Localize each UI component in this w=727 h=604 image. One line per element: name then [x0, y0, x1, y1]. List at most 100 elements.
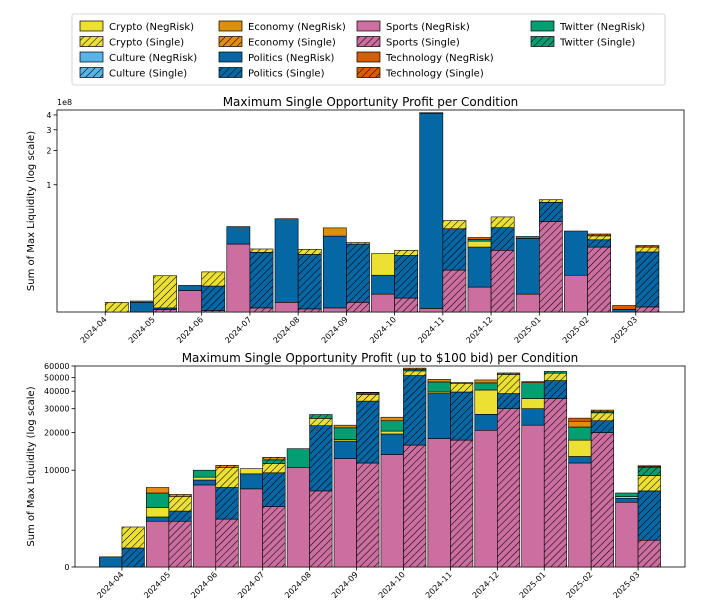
bar-crypto-single-2024-08-hatch	[298, 249, 322, 255]
bar-politics-negrisk-2024-09	[322, 235, 347, 309]
bar-twitter-single-2025-02-hatch	[591, 411, 614, 413]
bar-sports-negrisk-2024-06	[192, 484, 217, 568]
bar-politics-single-2024-04-hatch	[121, 548, 145, 567]
bar-sports-single-2025-02-hatch	[591, 432, 614, 567]
bar-technology-negrisk-2024-12	[467, 237, 492, 240]
bar-politics-negrisk-2024-07	[239, 473, 263, 490]
legend-label-politics-single: Politics (Single)	[248, 69, 325, 80]
x-tick-label-2024-05: 2024-05	[142, 570, 172, 600]
bar-sports-negrisk-2025-02	[568, 462, 592, 568]
bar-crypto-negrisk-2025-01	[521, 398, 545, 409]
x-tick-label-2024-04: 2024-04	[95, 570, 125, 600]
x-tick-label-2024-07: 2024-07	[236, 570, 266, 600]
legend-hatch-politics-single	[219, 67, 242, 78]
bar-sports-single-2024-08-hatch	[309, 490, 333, 567]
bar-twitter-single-2025-01-hatch	[544, 371, 567, 374]
legend-label-technology-negrisk: Technology (NegRisk)	[385, 53, 494, 64]
bar-sports-negrisk-2024-09	[333, 458, 357, 568]
bar-sports-negrisk-2024-07	[226, 243, 251, 313]
y-tick-label: 4	[46, 111, 51, 120]
bar-crypto-single-2024-12-hatch	[491, 216, 515, 228]
legend-swatch-politics-negrisk	[218, 51, 243, 63]
bar-technology-single-2025-03-hatch	[638, 465, 661, 467]
bar-twitter-negrisk-2024-09	[333, 427, 357, 440]
bar-politics-negrisk-2025-02	[564, 230, 588, 276]
bar-politics-single-2024-08-hatch	[309, 425, 333, 491]
chart-title: Maximum Single Opportunity Profit (up to…	[182, 351, 579, 365]
x-tick-label-2024-12: 2024-12	[464, 315, 494, 345]
bar-politics-negrisk-2024-10	[380, 433, 404, 455]
legend-label-economy-negrisk: Economy (NegRisk)	[248, 22, 346, 33]
bar-politics-single-2024-10-hatch	[403, 375, 426, 446]
bar-sports-negrisk-2024-12	[467, 286, 492, 313]
bar-crypto-single-2025-01-hatch	[544, 373, 567, 381]
legend-label-crypto-single: Crypto (Single)	[109, 38, 184, 49]
bar-crypto-single-2024-04-hatch	[105, 302, 129, 312]
chart-bottom: Maximum Single Opportunity Profit (up to…	[26, 351, 686, 600]
bar-economy-negrisk-2024-11	[427, 379, 451, 383]
bar-economy-negrisk-2025-02	[568, 420, 592, 428]
bar-politics-negrisk-2024-08	[274, 218, 299, 303]
bar-twitter-single-2024-09-hatch	[356, 392, 380, 395]
x-tick-label-2024-10: 2024-10	[377, 570, 407, 600]
bar-sports-negrisk-2024-11	[427, 438, 451, 568]
bar-twitter-negrisk-2024-11	[427, 381, 451, 393]
bar-politics-negrisk-2025-03	[612, 309, 637, 313]
legend-swatch-crypto-negrisk	[79, 20, 104, 32]
bar-politics-single-2024-11-hatch	[442, 228, 466, 271]
bar-politics-negrisk-2025-01	[521, 408, 545, 426]
y-axis-label: Sum of Max Liquidity (log scale)	[26, 131, 37, 291]
bar-twitter-single-2025-03-hatch	[638, 467, 661, 476]
bar-sports-single-2025-01-hatch	[539, 221, 563, 312]
bar-sports-negrisk-2025-01	[515, 293, 540, 313]
y-axis-label: Sum of Max Liquidity (log scale)	[26, 386, 37, 546]
legend-swatch-culture-negrisk	[79, 51, 104, 63]
bar-technology-single-2025-03-hatch	[635, 245, 659, 248]
legend-label-economy-single: Economy (Single)	[248, 38, 336, 49]
legend-label-sports-negrisk: Sports (NegRisk)	[386, 22, 470, 33]
bar-sports-negrisk-2024-08	[286, 467, 310, 568]
bar-crypto-single-2024-06-hatch	[215, 467, 239, 488]
legend-hatch-technology-single	[357, 67, 380, 78]
x-tick-label-2024-12: 2024-12	[471, 570, 501, 600]
bar-sports-negrisk-2024-07	[239, 488, 263, 568]
bar-sports-single-2024-12-hatch	[491, 250, 515, 312]
bar-twitter-single-2024-10-hatch	[403, 369, 426, 371]
bar-sports-single-2024-12-hatch	[497, 408, 520, 567]
bar-politics-single-2024-06-hatch	[215, 487, 239, 520]
legend-label-sports-single: Sports (Single)	[386, 38, 460, 49]
x-tick-label-2024-04: 2024-04	[79, 315, 109, 345]
legend-label-culture-single: Culture (Single)	[109, 69, 187, 80]
bar-politics-single-2024-10-hatch	[394, 255, 418, 299]
bar-sports-single-2024-10-hatch	[403, 445, 426, 567]
bar-sports-negrisk-2024-10	[371, 293, 395, 313]
bar-sports-single-2025-02-hatch	[587, 247, 611, 312]
bar-politics-single-2025-01-hatch	[539, 202, 563, 222]
bar-sports-single-2024-09-hatch	[356, 462, 380, 567]
bar-sports-single-2024-06-hatch	[215, 519, 239, 567]
x-tick-label-2025-03: 2025-03	[609, 315, 639, 345]
bar-twitter-negrisk-2024-05	[146, 492, 170, 508]
legend-label-culture-negrisk: Culture (NegRisk)	[109, 53, 197, 64]
bar-twitter-negrisk-2024-10	[380, 420, 404, 432]
bar-crypto-single-2024-10-hatch	[394, 250, 418, 256]
bar-sports-single-2024-08-hatch	[298, 308, 322, 312]
bar-politics-single-2025-03-hatch	[638, 490, 661, 541]
bar-sports-single-2024-07-hatch	[262, 506, 286, 567]
bar-twitter-negrisk-2025-01	[521, 382, 545, 399]
x-tick-label-2025-03: 2025-03	[611, 570, 641, 600]
legend-label-crypto-negrisk: Crypto (NegRisk)	[109, 22, 194, 33]
bar-sports-single-2024-05-hatch	[168, 521, 192, 567]
bar-politics-negrisk-2024-11	[419, 112, 444, 309]
y-tick-label: 30000	[44, 405, 69, 414]
bar-politics-single-2024-08-hatch	[298, 254, 322, 309]
x-tick-label-2024-05: 2024-05	[127, 315, 157, 345]
bar-crypto-negrisk-2024-06	[192, 476, 217, 481]
bar-politics-single-2024-07-hatch	[262, 472, 286, 507]
bar-economy-single-2025-03-hatch	[638, 466, 661, 468]
bar-economy-single-2024-06-hatch	[215, 465, 239, 468]
bar-politics-negrisk-2025-03	[615, 497, 639, 503]
bar-twitter-negrisk-2024-06	[192, 469, 217, 478]
bar-crypto-single-2025-02-hatch	[591, 412, 614, 421]
bar-crypto-single-2025-03-hatch	[638, 475, 661, 491]
